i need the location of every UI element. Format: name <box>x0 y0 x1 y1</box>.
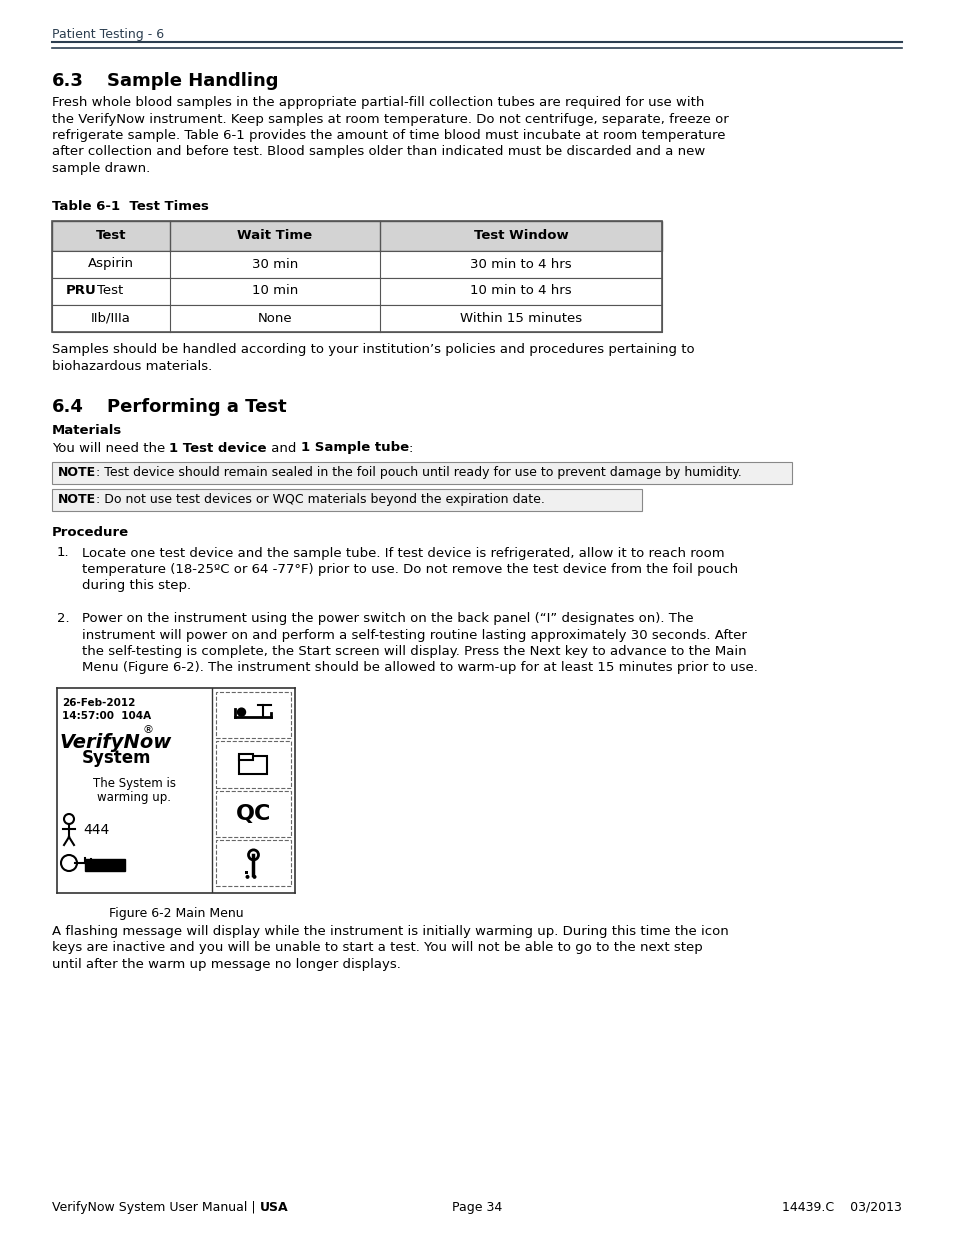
Text: NOTE: NOTE <box>58 493 96 506</box>
Text: Patient Testing - 6: Patient Testing - 6 <box>52 28 164 41</box>
Bar <box>85 860 125 871</box>
Bar <box>52 251 661 278</box>
Text: 6.3: 6.3 <box>52 72 84 90</box>
Bar <box>52 462 791 483</box>
Text: PRU: PRU <box>66 284 97 298</box>
Text: Locate one test device and the sample tube. If test device is refrigerated, allo: Locate one test device and the sample tu… <box>82 547 724 559</box>
Circle shape <box>253 874 256 879</box>
Text: keys are inactive and you will be unable to start a test. You will not be able t: keys are inactive and you will be unable… <box>52 941 702 955</box>
Text: during this step.: during this step. <box>82 579 191 593</box>
Text: the self-testing is complete, the Start screen will display. Press the Next key : the self-testing is complete, the Start … <box>82 645 746 658</box>
Text: 10 min: 10 min <box>252 284 297 298</box>
Bar <box>215 840 291 885</box>
Text: Samples should be handled according to your institution’s policies and procedure: Samples should be handled according to y… <box>52 343 694 357</box>
Text: Sample Handling: Sample Handling <box>107 72 278 90</box>
Text: 26-Feb-2012: 26-Feb-2012 <box>62 698 135 708</box>
Text: temperature (18-25ºC or 64 -77°F) prior to use. Do not remove the test device fr: temperature (18-25ºC or 64 -77°F) prior … <box>82 563 738 576</box>
Text: IIb/IIIa: IIb/IIIa <box>91 311 131 325</box>
Text: 30 min: 30 min <box>252 258 297 270</box>
Circle shape <box>237 708 245 716</box>
Bar <box>52 221 661 331</box>
Text: Wait Time: Wait Time <box>237 228 313 242</box>
Bar <box>239 755 253 761</box>
Text: Figure 6-2 Main Menu: Figure 6-2 Main Menu <box>109 906 243 920</box>
Text: VerifyNow: VerifyNow <box>60 734 172 752</box>
Text: and: and <box>267 441 300 454</box>
Text: A flashing message will display while the instrument is initially warming up. Du: A flashing message will display while th… <box>52 925 728 939</box>
Text: Within 15 minutes: Within 15 minutes <box>459 311 581 325</box>
Bar <box>245 871 248 874</box>
Text: warming up.: warming up. <box>97 790 172 804</box>
Text: System: System <box>82 748 152 767</box>
Circle shape <box>245 874 250 879</box>
Text: 14:57:00  104A: 14:57:00 104A <box>62 711 151 721</box>
Text: biohazardous materials.: biohazardous materials. <box>52 359 212 373</box>
Text: You will need the: You will need the <box>52 441 170 454</box>
Text: None: None <box>257 311 292 325</box>
Text: The System is: The System is <box>92 777 175 790</box>
Text: until after the warm up message no longer displays.: until after the warm up message no longe… <box>52 958 400 971</box>
Text: : Test device should remain sealed in the foil pouch until ready for use to prev: : Test device should remain sealed in th… <box>96 466 741 479</box>
Text: Materials: Materials <box>52 425 122 437</box>
Bar <box>239 756 267 774</box>
Text: Test: Test <box>97 284 123 298</box>
Bar <box>52 278 661 305</box>
Bar <box>215 692 291 739</box>
Text: refrigerate sample. Table 6-1 provides the amount of time blood must incubate at: refrigerate sample. Table 6-1 provides t… <box>52 128 724 142</box>
Text: 1.: 1. <box>57 547 70 559</box>
Text: the VerifyNow instrument. Keep samples at room temperature. Do not centrifuge, s: the VerifyNow instrument. Keep samples a… <box>52 112 728 126</box>
Text: 30 min to 4 hrs: 30 min to 4 hrs <box>470 258 571 270</box>
Text: 2.: 2. <box>57 613 70 625</box>
Bar <box>215 741 291 788</box>
Text: Menu (Figure 6-2). The instrument should be allowed to warm-up for at least 15 m: Menu (Figure 6-2). The instrument should… <box>82 662 757 674</box>
Text: Page 34: Page 34 <box>452 1200 501 1214</box>
Text: Performing a Test: Performing a Test <box>107 399 286 416</box>
Text: USA: USA <box>259 1200 288 1214</box>
Bar <box>52 489 641 510</box>
Text: 1 Test device: 1 Test device <box>170 441 267 454</box>
Text: ®: ® <box>143 725 153 735</box>
Text: Test: Test <box>95 228 126 242</box>
Text: Test Window: Test Window <box>473 228 568 242</box>
Bar <box>52 221 661 251</box>
Text: NOTE: NOTE <box>58 466 96 479</box>
Text: :: : <box>408 441 413 454</box>
Text: Power on the instrument using the power switch on the back panel (“I” designates: Power on the instrument using the power … <box>82 613 693 625</box>
Bar <box>253 871 255 874</box>
Text: : Do not use test devices or WQC materials beyond the expiration date.: : Do not use test devices or WQC materia… <box>96 493 544 506</box>
Text: 14439.C    03/2013: 14439.C 03/2013 <box>781 1200 901 1214</box>
Text: Procedure: Procedure <box>52 526 129 540</box>
Text: VerifyNow System User Manual |: VerifyNow System User Manual | <box>52 1200 259 1214</box>
Bar <box>215 790 291 837</box>
Text: 1 Sample tube: 1 Sample tube <box>300 441 408 454</box>
Text: Table 6-1  Test Times: Table 6-1 Test Times <box>52 200 209 214</box>
Text: after collection and before test. Blood samples older than indicated must be dis: after collection and before test. Blood … <box>52 146 704 158</box>
Text: sample drawn.: sample drawn. <box>52 162 150 175</box>
Text: Aspirin: Aspirin <box>88 258 133 270</box>
Text: 10 min to 4 hrs: 10 min to 4 hrs <box>470 284 571 298</box>
Text: QC: QC <box>235 804 271 824</box>
Bar <box>52 305 661 331</box>
Text: instrument will power on and perform a self-testing routine lasting approximatel: instrument will power on and perform a s… <box>82 629 746 641</box>
Text: 6.4: 6.4 <box>52 399 84 416</box>
Text: Fresh whole blood samples in the appropriate partial-fill collection tubes are r: Fresh whole blood samples in the appropr… <box>52 96 703 109</box>
Text: 444: 444 <box>83 823 110 837</box>
